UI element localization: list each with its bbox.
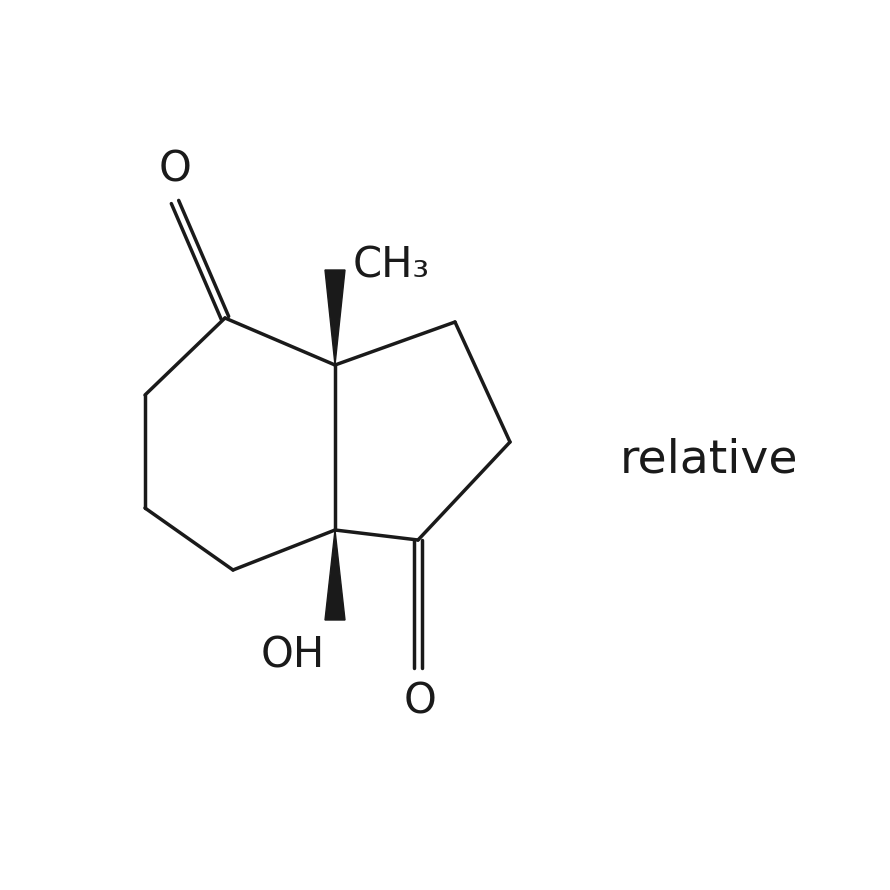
Polygon shape <box>325 530 345 620</box>
Polygon shape <box>325 270 345 365</box>
Text: O: O <box>158 148 191 190</box>
Text: CH₃: CH₃ <box>353 245 430 287</box>
Text: OH: OH <box>261 634 325 676</box>
Text: relative: relative <box>620 438 798 482</box>
Text: O: O <box>403 680 436 722</box>
